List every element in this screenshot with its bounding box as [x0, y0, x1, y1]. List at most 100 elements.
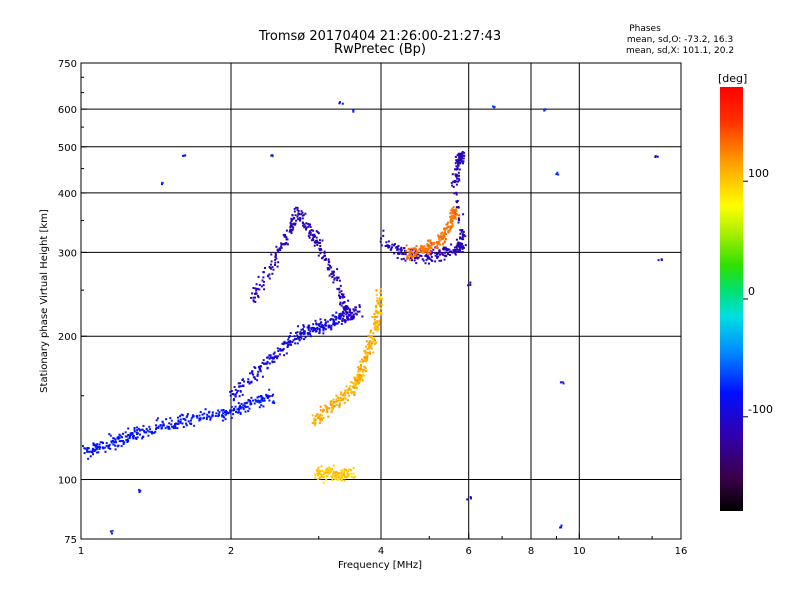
data-point	[376, 302, 379, 305]
data-point	[247, 380, 250, 383]
data-point	[317, 241, 320, 244]
data-point	[297, 210, 300, 212]
data-point	[242, 408, 245, 411]
data-point	[330, 324, 333, 327]
data-point	[109, 447, 112, 450]
data-point	[462, 154, 465, 157]
data-point	[309, 335, 312, 338]
data-point	[368, 350, 371, 353]
data-point	[364, 356, 367, 359]
data-point	[243, 405, 246, 408]
data-point	[451, 184, 454, 187]
data-point	[402, 257, 405, 260]
data-point	[414, 257, 416, 260]
data-point	[436, 241, 439, 244]
data-point	[439, 253, 441, 256]
data-point	[336, 400, 339, 402]
data-point	[340, 293, 343, 296]
data-point	[336, 471, 339, 474]
data-point	[374, 328, 377, 331]
data-point	[369, 331, 372, 334]
data-point	[364, 367, 367, 370]
data-point	[86, 450, 89, 453]
data-point	[258, 401, 261, 404]
data-point	[434, 260, 437, 263]
data-point	[455, 245, 458, 248]
data-point	[457, 217, 460, 220]
data-point	[357, 376, 360, 379]
data-point	[312, 239, 315, 242]
data-point	[339, 316, 342, 319]
data-point	[249, 372, 251, 375]
data-point	[374, 321, 377, 324]
data-point	[340, 469, 343, 472]
data-point	[425, 258, 428, 261]
data-point	[252, 287, 255, 289]
data-point	[557, 173, 560, 176]
data-point	[182, 417, 185, 420]
data-point	[422, 248, 425, 251]
data-point	[277, 261, 280, 264]
data-point	[304, 212, 307, 215]
data-point	[103, 446, 106, 449]
data-point	[333, 405, 336, 407]
data-point	[191, 415, 194, 418]
data-point	[242, 385, 244, 387]
data-point	[237, 407, 240, 410]
data-point	[325, 324, 328, 327]
data-point	[293, 207, 296, 210]
data-point	[415, 249, 418, 252]
data-point	[388, 244, 391, 247]
data-point	[181, 154, 184, 157]
data-point	[377, 323, 380, 326]
data-point	[274, 261, 277, 264]
data-point	[358, 304, 361, 307]
data-point	[302, 325, 305, 328]
data-point	[375, 304, 377, 307]
data-point	[425, 247, 427, 250]
data-point	[318, 249, 321, 252]
data-point	[330, 266, 333, 269]
data-point	[331, 474, 334, 477]
data-point	[286, 345, 289, 347]
data-point	[451, 220, 454, 223]
data-point	[310, 327, 313, 330]
data-point	[155, 419, 158, 422]
data-point	[271, 266, 274, 269]
data-point	[459, 246, 462, 249]
data-point	[342, 311, 345, 314]
data-point	[318, 469, 321, 472]
data-point	[316, 470, 319, 472]
data-point	[223, 416, 226, 419]
data-point	[443, 258, 446, 261]
data-point	[309, 233, 312, 236]
data-point	[337, 321, 340, 324]
data-point	[365, 340, 368, 343]
data-point	[330, 468, 333, 471]
data-point	[302, 324, 305, 327]
data-point	[368, 347, 370, 350]
data-point	[332, 323, 335, 326]
data-point	[343, 392, 346, 395]
data-point	[268, 399, 271, 402]
data-point	[344, 321, 347, 324]
data-point	[329, 400, 332, 403]
data-point	[326, 320, 329, 323]
x-tick-label: 1	[78, 546, 84, 557]
data-point	[233, 386, 236, 388]
data-point	[262, 359, 265, 362]
data-point	[139, 489, 142, 492]
data-point	[190, 417, 193, 420]
data-point	[324, 258, 327, 261]
data-point	[193, 424, 196, 427]
data-point	[443, 232, 446, 235]
data-point	[345, 311, 348, 314]
data-point	[297, 218, 300, 221]
data-point	[184, 419, 187, 422]
data-point	[262, 271, 265, 274]
data-point	[341, 476, 344, 479]
axis-ticks: 1 2 4 6 8 10 16 75 100 200 300 400 500 600 750	[58, 59, 687, 557]
data-point	[361, 315, 364, 318]
data-point	[240, 402, 243, 405]
